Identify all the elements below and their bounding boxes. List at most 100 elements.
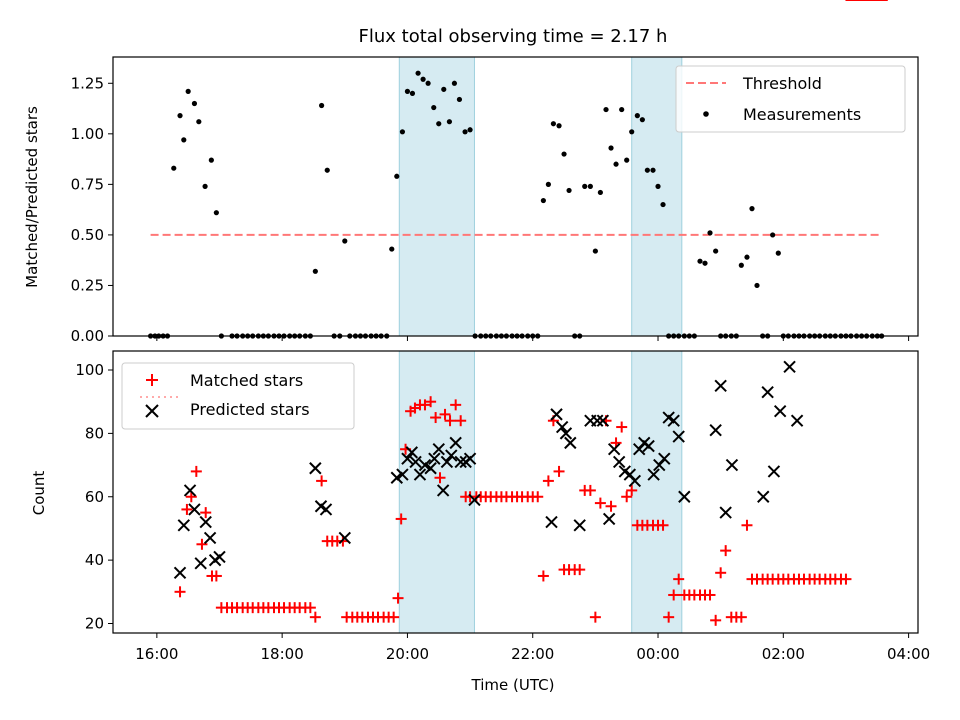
measurement-point [312,268,318,274]
predicted-star-marker [203,531,217,545]
measurement-point [177,113,183,119]
matched-star-marker [715,567,727,579]
measurement-point [629,129,635,135]
measurement-point [744,254,750,260]
matched-star-marker [553,465,565,477]
measurement-point [399,129,406,135]
measurement-point [650,167,656,173]
bottom-y-axis-label: Count [30,471,48,516]
predicted-star-marker [183,484,197,497]
measurement-point [462,129,468,135]
measurement-point [191,100,198,107]
matched-star-marker [741,519,753,531]
matched-star-marker [439,408,451,420]
y-tick-label: 60 [85,488,104,506]
measurement-point [644,167,650,173]
bottom-plot-frame [112,350,919,634]
matched-star-marker [840,573,852,585]
measurement-point [749,206,755,212]
matched-star-marker [309,611,321,623]
measurement-point [324,167,330,173]
predicted-star-marker [401,452,414,465]
matched-star-marker [720,545,732,557]
matched-star-marker [663,611,675,623]
measurement-point [738,262,744,268]
x-tick-label: 02:00 [762,645,805,663]
measurement-point [770,232,776,238]
matched-star-marker [450,399,462,411]
x-tick-label: 16:00 [135,645,178,663]
measurement-point [608,145,614,151]
predicted-star-marker [173,566,187,580]
measurement-point [754,282,760,289]
measurement-point [556,123,562,129]
y-tick-label: 0.25 [71,276,104,294]
measurement-point [566,187,572,194]
predicted-star-marker [468,493,481,507]
top-legend: Threshold Measurements [675,65,906,133]
predicted-star-marker [309,462,322,475]
predicted-star-marker [628,474,642,488]
legend-matched-label: Matched stars [190,371,303,390]
predicted-star-marker [545,515,558,529]
measurement-point [592,248,598,254]
matched-star-marker [444,415,456,427]
predicted-star-marker [761,385,774,399]
y-tick-label: 0.75 [71,175,104,193]
predicted-star-marker [773,404,787,418]
predicted-star-marker [194,557,207,570]
bottom-x-axis-label: Time (UTC) [471,676,555,694]
matched-star-marker [542,475,554,487]
predicted-star-marker [440,455,454,469]
predicted-star-marker [767,465,781,478]
matched-star-marker [537,570,549,582]
matched-star-marker [181,503,193,515]
measurement-point [619,106,625,113]
matched-star-marker [735,611,747,623]
top-x-axis-ticks [156,336,910,341]
matched-star-marker [190,465,202,477]
predicted-star-marker [607,443,621,456]
predicted-star-marker [719,506,732,519]
measurement-point [181,137,187,143]
legend-matched-swatch [140,374,180,398]
y-tick-label: 1.00 [71,125,104,143]
matched-star-marker [174,586,186,598]
matched-star-marker [395,513,407,525]
predicted-star-marker [413,468,427,481]
measurement-point [540,197,546,204]
y-tick-label: 0.00 [71,327,104,345]
predicted-star-marker [428,452,441,465]
shaded-interval-0 [398,56,475,337]
legend-measurements-swatch [703,111,709,117]
matched-star-marker [626,484,638,496]
measurement-point [202,183,208,189]
bottom-predicted-markers [173,360,804,580]
matched-star-marker [425,396,437,408]
top-plot-frame [112,56,919,337]
matched-star-marker [196,538,208,550]
x-tick-label: 20:00 [386,645,429,663]
measurement-point [582,183,588,189]
predicted-star-marker [432,443,445,456]
predicted-star-marker [672,430,685,443]
measurement-point [587,183,593,189]
matched-star-marker [584,484,596,496]
y-tick-label: 80 [85,424,104,442]
measurement-point [436,121,442,127]
measurement-point [456,96,463,103]
measurement-point [545,181,551,187]
predicted-star-marker [602,512,616,526]
measurement-point [655,183,661,189]
predicted-star-marker [409,455,422,469]
predicted-star-marker [647,468,660,481]
predicted-star-marker [757,490,770,503]
y-tick-label: 1.25 [71,74,104,92]
matched-star-marker [304,602,316,614]
matched-star-marker [392,592,404,604]
measurement-point [394,173,400,179]
measurement-point [342,238,348,244]
predicted-star-marker [338,531,351,545]
y-tick-label: 100 [75,361,104,379]
